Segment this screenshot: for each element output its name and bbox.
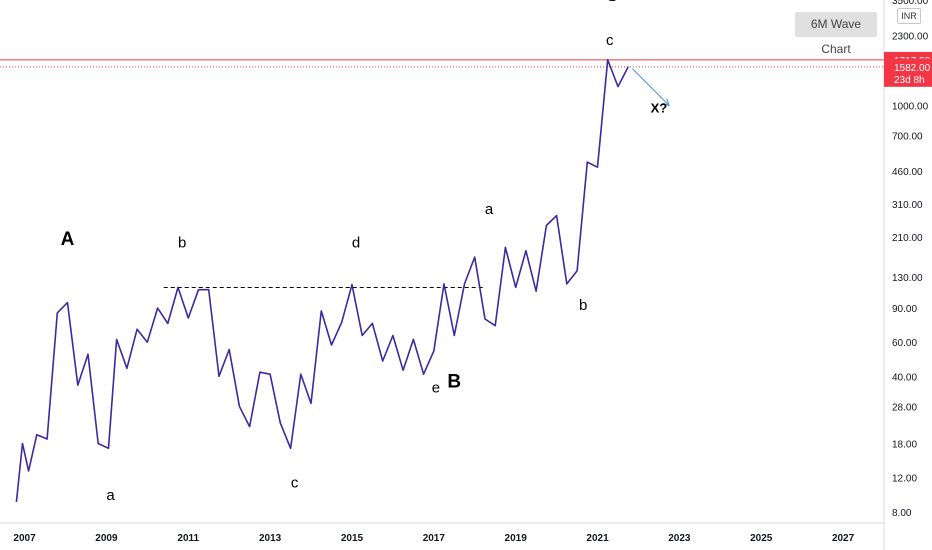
projection-arrow-head <box>662 98 670 107</box>
x-tick-label: 2007 <box>13 533 36 544</box>
x-tick-label: 2021 <box>586 533 609 544</box>
wave-label: a <box>485 201 494 218</box>
y-tick-label: 2300.00 <box>892 31 929 42</box>
wave-label: e <box>432 380 440 397</box>
wave-labels: Aa b c d eBa b Cc X? <box>61 0 668 504</box>
wave-label: c <box>606 32 614 49</box>
wave-label: d <box>352 234 360 251</box>
y-tick-label: 60.00 <box>892 338 917 349</box>
y-tick-label: 460.00 <box>892 167 923 178</box>
currency-label: INR <box>897 8 921 24</box>
x-tick-label: 2017 <box>423 533 446 544</box>
x-tick-label: 2019 <box>505 533 528 544</box>
x-tick-label: 2011 <box>177 533 199 544</box>
y-tick-label: 90.00 <box>892 304 917 315</box>
wave-label: b <box>178 234 186 251</box>
wave-label: A <box>61 229 75 250</box>
chart-title-badge: 6M Wave Chart <box>795 12 877 56</box>
current-price-tag <box>884 58 932 87</box>
x-tick-label: 2013 <box>259 533 282 544</box>
y-tick-label: 310.00 <box>892 200 923 211</box>
y-tick-label: 130.00 <box>892 273 923 284</box>
y-tick-label: 18.00 <box>892 440 917 451</box>
wave-label: X? <box>651 100 668 115</box>
projection-arrow <box>631 68 670 106</box>
wave-label: c <box>291 474 299 491</box>
x-tick-label: 2023 <box>668 533 691 544</box>
y-tick-label: 8.00 <box>892 508 912 519</box>
wave-label: B <box>447 372 461 393</box>
y-tick-label: 700.00 <box>892 131 923 142</box>
x-tick-label: 2015 <box>341 533 364 544</box>
wave-label: a <box>106 487 115 504</box>
countdown-tag-text: 23d 8h <box>894 75 925 86</box>
plot-area <box>0 58 884 502</box>
wave-label: b <box>579 297 587 314</box>
y-tick-label: 40.00 <box>892 372 917 383</box>
y-tick-label: 1000.00 <box>892 101 929 112</box>
price-series-line <box>15 58 629 502</box>
x-tick-label: 2025 <box>750 533 773 544</box>
x-tick-label: 2009 <box>95 533 118 544</box>
wave-label: C <box>605 0 619 6</box>
y-tick-label: 28.00 <box>892 402 917 413</box>
current-price-tag-text: 1582.00 <box>894 63 931 74</box>
y-tick-label: 210.00 <box>892 233 923 244</box>
y-tick-label: 3500.00 <box>892 0 929 7</box>
x-tick-label: 2027 <box>832 533 855 544</box>
y-tick-label: 12.00 <box>892 474 917 485</box>
